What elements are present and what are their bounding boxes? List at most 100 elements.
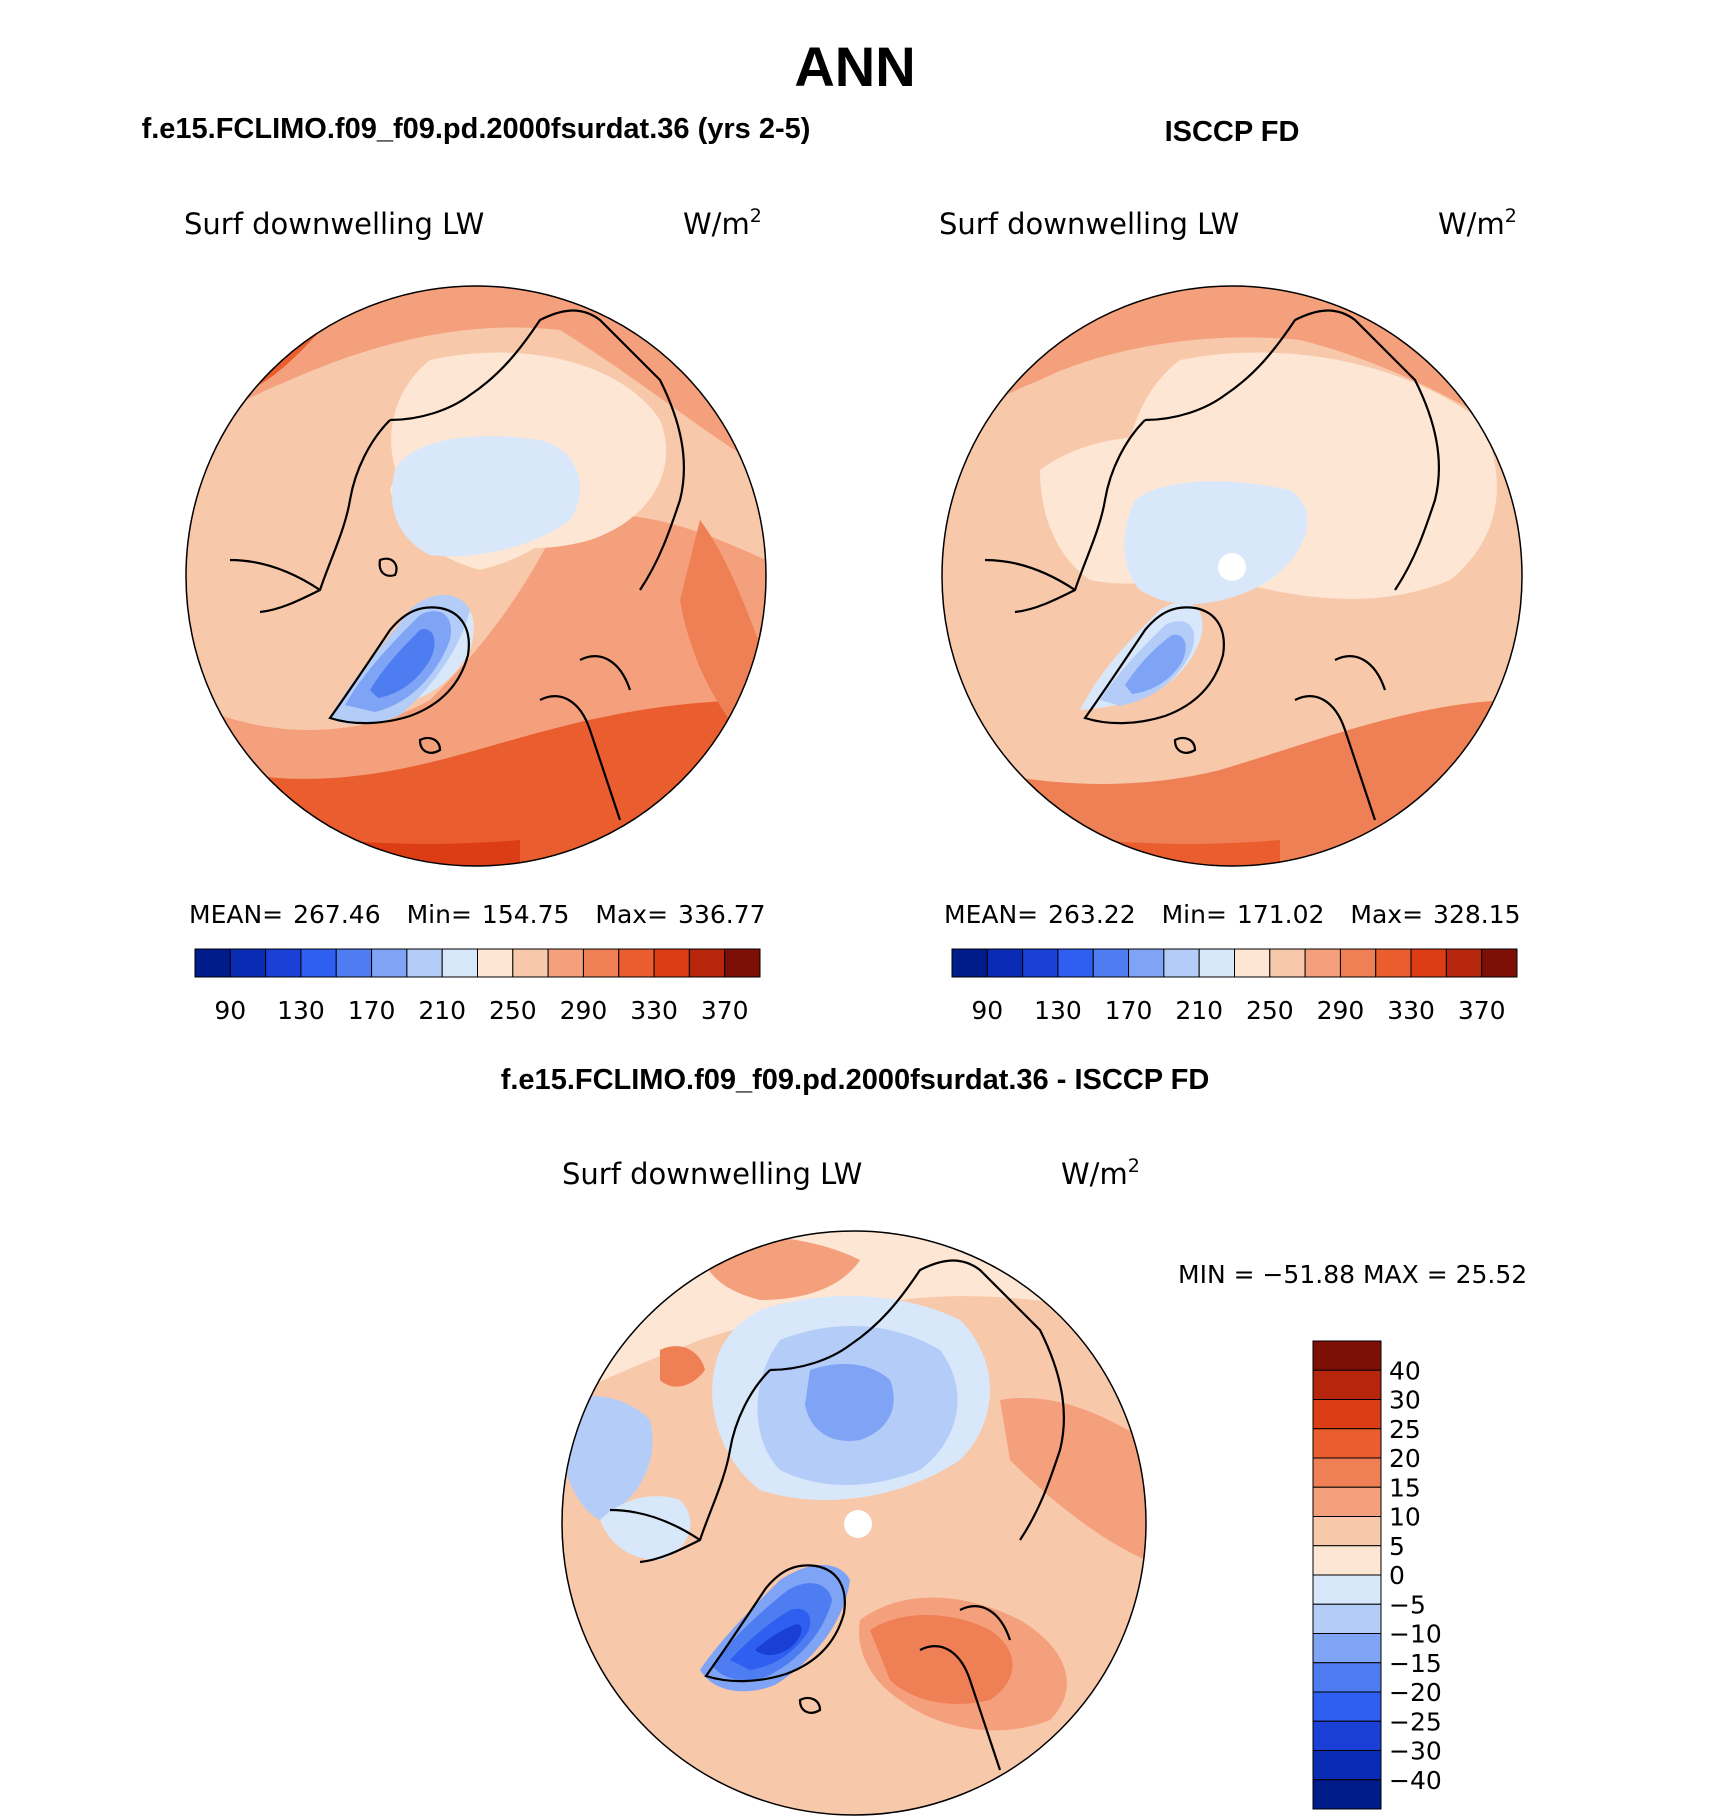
colorbar-model-swatch	[724, 948, 761, 978]
colorbar-obs-tick-label: 330	[1387, 996, 1435, 1025]
map-diff-field	[755, 1624, 802, 1656]
diff-minmax: MIN = −51.88 MAX = 25.52	[1178, 1260, 1527, 1289]
colorbar-obs-swatch	[1304, 948, 1341, 978]
colorbar-diff-swatch	[1312, 1720, 1382, 1751]
colorbar-diff-tick-label: 10	[1389, 1503, 1421, 1532]
colorbar-obs-swatch	[951, 948, 988, 978]
map-diff-border	[561, 1230, 1147, 1816]
map-diff-field	[600, 1496, 691, 1560]
colorbar-model-swatch	[406, 948, 443, 978]
map-obs-pole-hole	[1218, 553, 1246, 581]
colorbar-model-swatch	[441, 948, 478, 978]
map-model-coastlines	[229, 309, 686, 821]
map-obs-field	[1125, 634, 1186, 694]
colorbar-obs-tick-label: 210	[1175, 996, 1223, 1025]
colorbar-diff-swatch	[1312, 1516, 1382, 1547]
colorbar-diff-swatch	[1312, 1340, 1382, 1371]
colorbar-diff-tick-label: 0	[1389, 1561, 1405, 1590]
colorbar-model-swatch	[582, 948, 620, 978]
colorbar-model-tick-label: 250	[489, 996, 537, 1025]
map-diff-field	[660, 1346, 705, 1387]
colorbar-model-swatch	[512, 948, 549, 978]
colorbar-diff-tick-label: −10	[1389, 1620, 1442, 1649]
colorbar-obs-swatch	[1375, 948, 1412, 978]
panel-b-units: W/m2	[1438, 205, 1517, 241]
figure-title: ANN	[794, 35, 915, 98]
map-diff-coastlines	[609, 1259, 1066, 1771]
colorbar-diff-swatch	[1312, 1545, 1382, 1576]
map-model-field	[186, 700, 766, 866]
diff-variable: Surf downwelling LW	[562, 1157, 862, 1191]
colorbar-obs-swatch	[1234, 948, 1271, 978]
colorbar-diff-swatch	[1312, 1399, 1382, 1430]
colorbar-model-swatch	[477, 948, 514, 978]
map-diff-field	[562, 1396, 653, 1520]
colorbar-diff-swatch	[1312, 1428, 1382, 1459]
colorbar-obs-swatch	[1269, 948, 1306, 978]
map-obs	[941, 285, 1523, 867]
map-diff-pole-hole	[844, 1510, 872, 1538]
colorbar-obs-tick-label: 370	[1458, 996, 1506, 1025]
colorbar-obs-swatch	[1339, 948, 1377, 978]
colorbar-diff-swatch	[1312, 1633, 1382, 1664]
colorbar-obs-swatch	[1445, 948, 1483, 978]
colorbar-obs-swatch	[1092, 948, 1130, 978]
colorbar-obs-tick-label: 250	[1246, 996, 1294, 1025]
colorbar-model-swatch	[653, 948, 690, 978]
colorbar-diff-swatch	[1312, 1603, 1382, 1634]
colorbar-model-swatch	[335, 948, 373, 978]
map-model-field	[186, 286, 766, 470]
colorbar-model-tick-label: 170	[348, 996, 396, 1025]
panel-a-heading: f.e15.FCLIMO.f09_f09.pd.2000fsurdat.36 (…	[142, 113, 811, 145]
colorbar-obs: 90 130 170 210 250 290 330 370	[951, 948, 1518, 1025]
panel-a-stats: MEAN= 267.46 Min= 154.75 Max= 336.77	[189, 900, 766, 929]
colorbar-diff-tick-label: 25	[1389, 1415, 1421, 1444]
colorbar-obs-swatch	[1128, 948, 1165, 978]
colorbar-model-swatch	[300, 948, 337, 978]
colorbar-obs-swatch	[1163, 948, 1200, 978]
colorbar-diff-swatch	[1312, 1662, 1382, 1693]
colorbar-model-swatch	[371, 948, 408, 978]
diff-units: W/m2	[1061, 1155, 1140, 1191]
colorbar-obs-swatch	[1198, 948, 1235, 978]
colorbar-obs-swatch	[1410, 948, 1447, 978]
colorbar-obs-tick-label: 90	[971, 996, 1003, 1025]
map-model-field	[370, 629, 435, 698]
panel-b-heading: ISCCP FD	[1165, 116, 1300, 148]
map-model-border	[185, 285, 767, 867]
colorbar-diff-swatch	[1312, 1691, 1382, 1722]
panel-b-stats: MEAN= 263.22 Min= 171.02 Max= 328.15	[944, 900, 1521, 929]
colorbar-model-swatch	[265, 948, 302, 978]
colorbar-diff-tick-label: −5	[1389, 1590, 1426, 1619]
panel-a-units: W/m2	[683, 205, 762, 241]
colorbar-diff-tick-label: −30	[1389, 1737, 1442, 1766]
colorbar-diff-swatch	[1312, 1574, 1382, 1605]
colorbar-diff-tick-label: 20	[1389, 1444, 1421, 1473]
map-obs-coastlines	[984, 309, 1441, 821]
colorbar-obs-swatch	[1481, 948, 1518, 978]
colorbar-diff-tick-label: −25	[1389, 1707, 1442, 1736]
colorbar-diff-tick-label: −40	[1389, 1766, 1442, 1795]
colorbar-model-tick-label: 330	[630, 996, 678, 1025]
colorbar-model-tick-label: 370	[701, 996, 749, 1025]
colorbar-diff-tick-label: −15	[1389, 1649, 1442, 1678]
colorbar-model: 90 130 170 210 250 290 330 370	[194, 948, 761, 1025]
diff-heading: f.e15.FCLIMO.f09_f09.pd.2000fsurdat.36 -…	[501, 1064, 1210, 1096]
colorbar-obs-swatch	[986, 948, 1024, 978]
colorbar-diff-tick-label: 40	[1389, 1356, 1421, 1385]
colorbar-diff-tick-label: 5	[1389, 1532, 1405, 1561]
colorbar-model-tick-label: 210	[418, 996, 466, 1025]
colorbar-model-tick-label: 290	[560, 996, 608, 1025]
colorbar-model-swatch	[618, 948, 655, 978]
map-diff-field	[870, 1615, 1013, 1704]
colorbar-diff-swatch	[1312, 1457, 1382, 1488]
map-diff-field	[562, 1231, 1146, 1400]
colorbar-diff-swatch	[1312, 1486, 1382, 1517]
panel-a-variable: Surf downwelling LW	[184, 207, 484, 241]
colorbar-diff-tick-label: 30	[1389, 1386, 1421, 1415]
map-obs-border	[941, 285, 1523, 867]
map-model	[185, 285, 767, 867]
map-obs-field	[942, 700, 1522, 866]
map-obs-field	[1124, 481, 1308, 604]
